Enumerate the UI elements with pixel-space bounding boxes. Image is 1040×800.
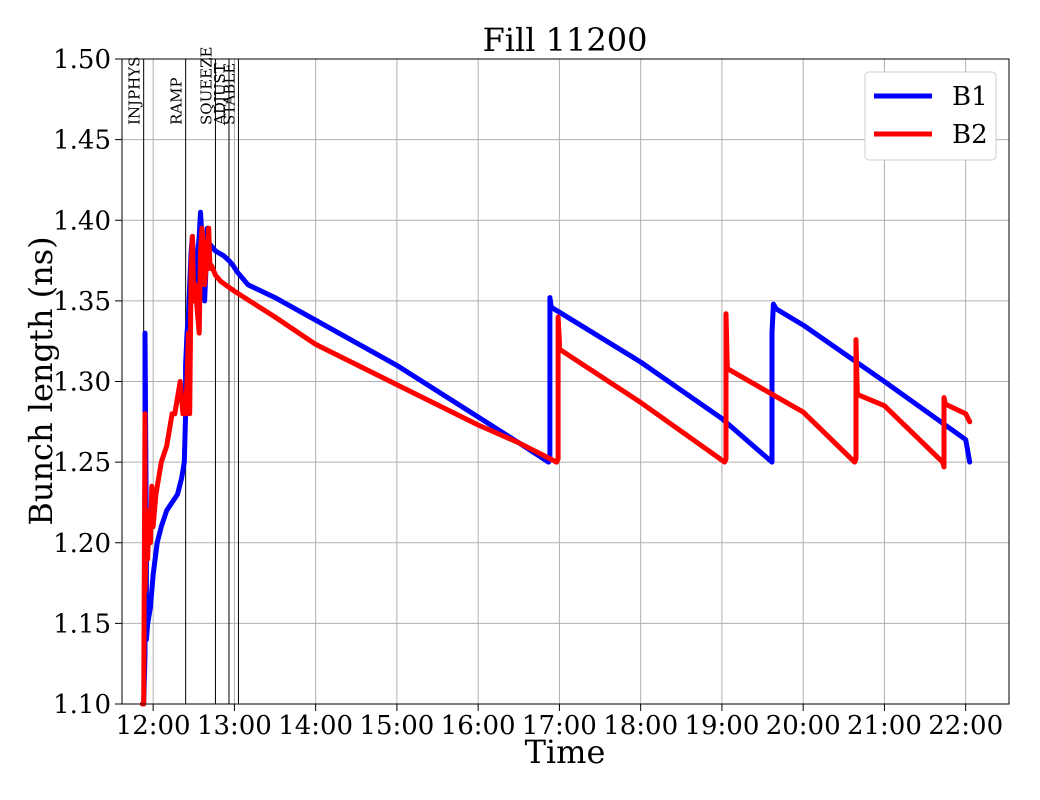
x-axis-label: Time — [525, 733, 606, 771]
y-tick-label: 1.25 — [53, 448, 111, 478]
chart-title: Fill 11200 — [483, 21, 648, 59]
phase-label-injphys: INJPHYS — [126, 57, 144, 125]
y-axis-label: Bunch length (ns) — [22, 236, 60, 525]
y-tick-label: 1.10 — [53, 690, 111, 720]
legend-label-b2: B2 — [952, 120, 988, 150]
phase-label-adjust: ADJUST — [211, 63, 229, 126]
y-tick-label: 1.50 — [53, 45, 111, 75]
series-lines — [139, 209, 973, 707]
x-tick-label: 22:00 — [928, 711, 1003, 741]
y-tick-label: 1.35 — [53, 287, 111, 317]
phase-label-stable: STABLE — [220, 63, 238, 125]
x-tick-label: 14:00 — [278, 711, 353, 741]
phase-label-ramp: RAMP — [168, 77, 186, 125]
x-axis-ticks: 12:00 13:00 14:00 15:00 16:00 17:00 18:00 19:00… — [116, 704, 1003, 741]
y-tick-label: 1.20 — [53, 529, 111, 559]
x-tick-label: 13:00 — [197, 711, 272, 741]
phase-label-squeeze: SQUEEZE — [197, 47, 215, 126]
series-line-b2 — [139, 225, 973, 707]
y-tick-label: 1.15 — [53, 609, 111, 639]
y-tick-label: 1.45 — [53, 126, 111, 156]
x-tick-label: 15:00 — [359, 711, 434, 741]
x-tick-label: 17:00 — [522, 711, 597, 741]
x-tick-label: 19:00 — [684, 711, 759, 741]
y-tick-label: 1.40 — [53, 206, 111, 236]
x-tick-label: 16:00 — [441, 711, 516, 741]
x-tick-label: 20:00 — [766, 711, 841, 741]
x-tick-label: 12:00 — [116, 711, 191, 741]
y-axis-ticks: 1.10 1.15 1.20 1.25 1.30 1.35 1.40 1.45 1.50 — [53, 45, 122, 720]
x-tick-label: 18:00 — [603, 711, 678, 741]
x-tick-label: 21:00 — [847, 711, 922, 741]
legend-label-b1: B1 — [952, 82, 988, 112]
y-tick-label: 1.30 — [53, 368, 111, 398]
